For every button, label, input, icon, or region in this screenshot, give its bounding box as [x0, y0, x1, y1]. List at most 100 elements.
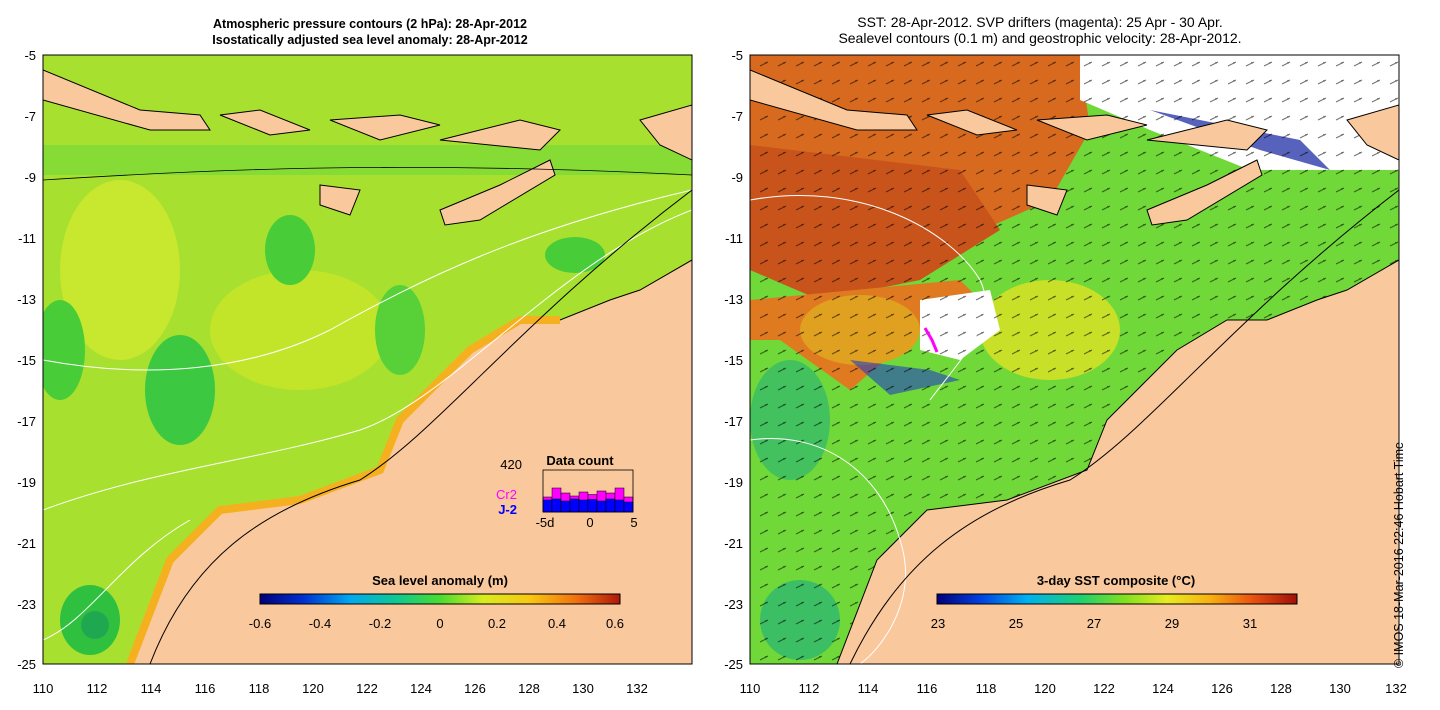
data-count-bars — [542, 487, 634, 513]
lat-tick: -23 — [17, 597, 36, 612]
java-island — [43, 69, 211, 131]
lon-tick: 132 — [1385, 681, 1407, 696]
right-map-title: SST: 28-Apr-2012. SVP drifters (magenta)… — [760, 14, 1320, 46]
lat-tick: -15 — [724, 353, 743, 368]
data-count-inset: Data count 420 Cr2 J-2 -5d 0 5 — [496, 453, 638, 530]
sla-colorbar-label: Sea level anomaly (m) — [372, 573, 508, 588]
right-title-line2: Sealevel contours (0.1 m) and geostrophi… — [838, 30, 1242, 46]
lon-tick: 130 — [1329, 681, 1351, 696]
data-count-xtick: 0 — [586, 515, 593, 530]
lat-tick: -23 — [724, 597, 743, 612]
sst-colorbar: 3-day SST composite (°C) 23 25 27 29 31 — [931, 573, 1298, 631]
sst-tick: 27 — [1087, 616, 1101, 631]
svp-drifter-track — [923, 327, 939, 353]
right-title-line1: SST: 28-Apr-2012. SVP drifters (magenta)… — [857, 14, 1223, 30]
sla-tick: -0.6 — [249, 616, 271, 631]
cr2-legend: Cr2 — [496, 487, 517, 502]
j2-count-bar — [551, 498, 562, 513]
left-map-frame — [42, 54, 693, 665]
right-lat-axis: -5 -7 -9 -11 -13 -15 -17 -19 -21 -23 -25 — [724, 48, 743, 672]
lat-tick: -7 — [24, 109, 36, 124]
australia-land-sst — [836, 259, 1399, 664]
lon-tick: 120 — [302, 681, 324, 696]
lat-tick: -7 — [731, 109, 743, 124]
left-map — [42, 54, 693, 665]
sst-tick: 29 — [1165, 616, 1179, 631]
left-map-title: Atmospheric pressure contours (2 hPa): 2… — [110, 16, 630, 48]
lat-tick: -13 — [724, 292, 743, 307]
sla-colorbar: Sea level anomaly (m) -0.6 -0.4 -0.2 0 0… — [249, 573, 624, 631]
sla-tick: -0.4 — [309, 616, 331, 631]
timor-island-sst — [1146, 159, 1263, 226]
j2-count-bar — [542, 499, 553, 513]
sst-colorbar-scale — [936, 593, 1298, 605]
lon-tick: 112 — [87, 681, 108, 696]
sla-colorbar-scale — [259, 593, 621, 605]
right-map — [749, 54, 1400, 665]
sst-colorbar-label: 3-day SST composite (°C) — [1037, 573, 1195, 588]
lon-tick: 114 — [858, 681, 879, 696]
lat-tick: -19 — [724, 475, 743, 490]
sla-tick: 0.4 — [548, 616, 566, 631]
lon-tick: 116 — [917, 681, 938, 696]
lat-tick: -25 — [17, 657, 36, 672]
sumbawa-island-sst — [1036, 114, 1148, 141]
lat-tick: -9 — [24, 170, 36, 185]
lat-tick: -11 — [18, 231, 36, 246]
sst-tick: 25 — [1009, 616, 1023, 631]
j2-count-bar — [578, 499, 589, 513]
right-lon-axis: 110 112 114 116 118 120 122 124 126 128 … — [740, 681, 1407, 696]
sumba-island — [319, 184, 361, 216]
flores-island — [439, 119, 561, 151]
java-island-sst — [750, 69, 918, 131]
j2-legend: J-2 — [498, 502, 517, 517]
lon-tick: 130 — [572, 681, 594, 696]
timor-island — [439, 159, 556, 226]
sumba-island-sst — [1026, 184, 1068, 216]
lon-tick: 124 — [1152, 681, 1174, 696]
lat-tick: -5 — [731, 48, 743, 63]
sla-tick: -0.2 — [369, 616, 391, 631]
left-title-line2: Isostatically adjusted sea level anomaly… — [212, 33, 528, 47]
lon-tick: 126 — [1211, 681, 1233, 696]
sla-tick: 0.2 — [488, 616, 506, 631]
sst-tick: 23 — [931, 616, 945, 631]
imos-credit: © IMOS 18-Mar-2016 22:46 Hobart Time — [1392, 442, 1406, 668]
right-map-frame — [749, 54, 1400, 665]
j2-count-bar — [569, 498, 580, 513]
sumbawa-island — [329, 114, 441, 141]
j2-count-bar — [587, 499, 598, 513]
lon-tick: 128 — [1270, 681, 1292, 696]
lat-tick: -17 — [17, 414, 36, 429]
left-lon-axis: 110 112 114 116 118 120 122 124 126 128 … — [33, 681, 648, 696]
bali-lombok-island — [219, 109, 311, 136]
lon-tick: 122 — [356, 681, 378, 696]
lon-tick: 110 — [740, 681, 761, 696]
eastern-island — [639, 104, 692, 161]
data-count-xtick: 5 — [630, 515, 637, 530]
lon-tick: 116 — [195, 681, 216, 696]
data-count-max: 420 — [500, 457, 522, 472]
lon-tick: 112 — [799, 681, 820, 696]
lat-tick: -9 — [731, 170, 743, 185]
sla-tick: 0.6 — [606, 616, 624, 631]
bali-lombok-island-sst — [926, 109, 1018, 136]
lat-tick: -13 — [17, 292, 36, 307]
lat-tick: -15 — [17, 353, 36, 368]
sst-tick: 31 — [1243, 616, 1257, 631]
flores-island-sst — [1146, 119, 1268, 151]
lon-tick: 118 — [976, 681, 997, 696]
lon-tick: 122 — [1093, 681, 1115, 696]
j2-count-bar — [614, 499, 625, 513]
lon-tick: 114 — [141, 681, 162, 696]
j2-count-bar — [596, 500, 607, 513]
data-count-xtick: -5d — [536, 515, 555, 530]
lon-tick: 126 — [464, 681, 486, 696]
lat-tick: -11 — [725, 231, 743, 246]
lon-tick: 132 — [626, 681, 648, 696]
left-title-line1: Atmospheric pressure contours (2 hPa): 2… — [213, 17, 527, 31]
lon-tick: 124 — [410, 681, 432, 696]
left-lat-axis: -5 -7 -9 -11 -13 -15 -17 -19 -21 -23 -25 — [17, 48, 36, 672]
lat-tick: -17 — [724, 414, 743, 429]
lat-tick: -21 — [724, 536, 743, 551]
